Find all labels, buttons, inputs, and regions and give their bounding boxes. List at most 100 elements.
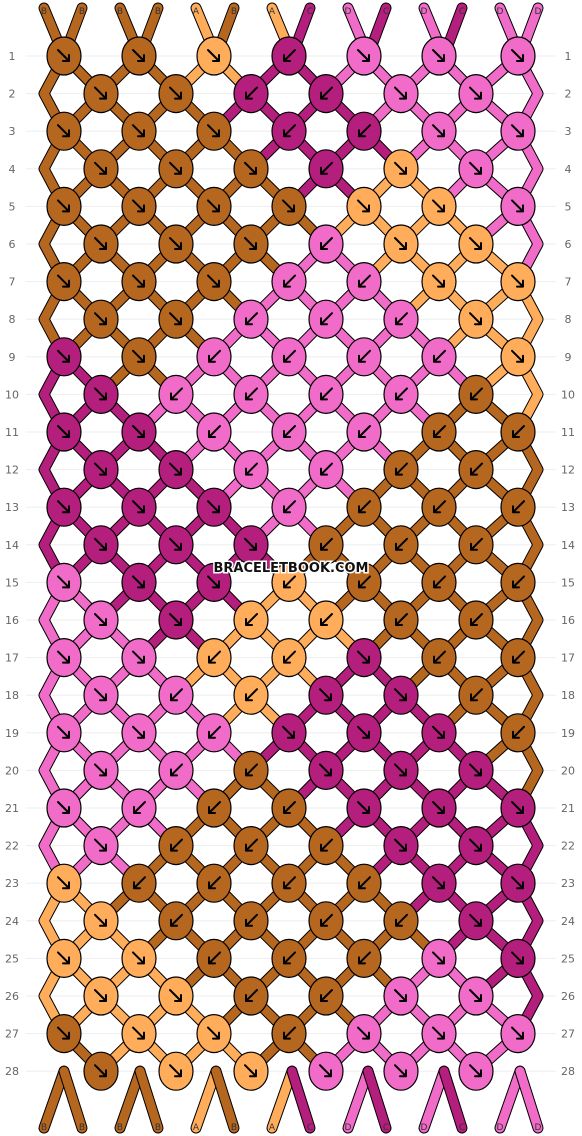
knot xyxy=(121,863,157,903)
knot xyxy=(233,149,269,189)
knot xyxy=(458,600,494,640)
forward-knot-arrow-icon xyxy=(511,199,524,213)
knot xyxy=(500,713,536,753)
forward-knot-arrow-icon xyxy=(394,1064,407,1078)
knot xyxy=(346,36,382,76)
knot xyxy=(121,562,157,603)
forward-knot-arrow-icon xyxy=(207,124,220,138)
backward-knot-arrow-icon xyxy=(358,876,371,890)
knot xyxy=(196,637,232,678)
knot xyxy=(421,788,457,828)
forward-knot-arrow-icon xyxy=(469,913,482,927)
knot xyxy=(308,299,344,339)
backward-knot-arrow-icon xyxy=(433,349,446,363)
top-strand-label: A xyxy=(193,7,200,17)
backward-knot-arrow-icon xyxy=(320,312,333,326)
knot xyxy=(500,337,536,377)
row-number-left: 26 xyxy=(5,990,19,1003)
forward-knot-arrow-icon xyxy=(169,1064,182,1078)
backward-knot-arrow-icon xyxy=(512,725,525,739)
forward-knot-arrow-icon xyxy=(469,86,482,100)
knot xyxy=(83,901,119,941)
bottom-strand-label: B xyxy=(155,1123,161,1133)
backward-knot-arrow-icon xyxy=(358,425,371,438)
knot xyxy=(271,412,307,452)
forward-knot-arrow-icon xyxy=(469,838,482,852)
forward-knot-arrow-icon xyxy=(511,124,524,138)
knot xyxy=(83,525,119,565)
bottom-strand xyxy=(59,1066,87,1133)
bottom-strand xyxy=(419,1066,449,1133)
backward-knot-arrow-icon xyxy=(358,575,371,589)
forward-knot-arrow-icon xyxy=(169,86,182,100)
knot xyxy=(383,1051,419,1091)
knot xyxy=(308,224,344,264)
backward-knot-arrow-icon xyxy=(283,500,296,514)
knot xyxy=(158,825,194,866)
forward-knot-arrow-icon xyxy=(57,500,70,514)
backward-knot-arrow-icon xyxy=(208,801,221,814)
row-number-left: 23 xyxy=(5,877,19,890)
knot xyxy=(346,713,382,753)
forward-knot-arrow-icon xyxy=(94,387,107,401)
knot xyxy=(271,562,307,603)
forward-knot-arrow-icon xyxy=(132,725,145,739)
forward-knot-arrow-icon xyxy=(319,763,332,777)
knot xyxy=(233,299,269,339)
forward-knot-arrow-icon xyxy=(511,274,524,288)
knot xyxy=(121,337,157,377)
forward-knot-arrow-icon xyxy=(94,763,107,777)
backward-knot-arrow-icon xyxy=(320,86,333,100)
row-number-right: 10 xyxy=(561,388,575,401)
row-number-left: 13 xyxy=(5,501,19,514)
knot xyxy=(271,262,307,302)
forward-knot-arrow-icon xyxy=(511,876,524,890)
knot xyxy=(233,224,269,264)
forward-knot-arrow-icon xyxy=(169,312,182,326)
bottom-strand-label: C xyxy=(383,1123,389,1133)
backward-knot-arrow-icon xyxy=(433,650,446,664)
backward-knot-arrow-icon xyxy=(320,838,333,852)
knot xyxy=(500,637,536,678)
row-number-right: 24 xyxy=(561,915,575,928)
row-number-left: 4 xyxy=(9,163,16,176)
forward-knot-arrow-icon xyxy=(207,49,220,62)
knot xyxy=(158,750,194,791)
row-number-right: 17 xyxy=(561,652,575,665)
forward-knot-arrow-icon xyxy=(244,161,257,175)
knot-grid xyxy=(46,36,536,1091)
forward-knot-arrow-icon xyxy=(169,537,182,551)
knot xyxy=(196,1013,232,1054)
knot xyxy=(46,36,82,76)
forward-knot-arrow-icon xyxy=(469,989,482,1002)
knot xyxy=(346,111,382,151)
knot xyxy=(308,525,344,565)
bottom-strand xyxy=(39,1066,69,1133)
row-number-left: 1 xyxy=(9,50,16,63)
knot xyxy=(421,487,457,527)
forward-knot-arrow-icon xyxy=(132,199,145,213)
bottom-strand xyxy=(115,1066,145,1133)
knot xyxy=(458,450,494,490)
top-strand-label: D xyxy=(497,7,504,17)
backward-knot-arrow-icon xyxy=(512,650,525,664)
backward-knot-arrow-icon xyxy=(470,613,483,626)
backward-knot-arrow-icon xyxy=(245,838,258,852)
bottom-strand-label: C xyxy=(459,1123,465,1133)
knot xyxy=(158,525,194,565)
bottom-strand xyxy=(287,1066,315,1133)
knot xyxy=(308,901,344,941)
backward-knot-arrow-icon xyxy=(470,688,483,702)
row-number-left: 15 xyxy=(5,576,19,589)
knot xyxy=(196,262,232,302)
knot xyxy=(383,224,419,264)
knot xyxy=(196,111,232,151)
knot xyxy=(458,149,494,189)
knot xyxy=(46,412,82,452)
row-number-right: 22 xyxy=(561,840,575,853)
knot xyxy=(500,36,536,76)
row-number-left: 16 xyxy=(5,614,19,627)
knot xyxy=(83,73,119,114)
backward-knot-arrow-icon xyxy=(395,613,408,626)
forward-knot-arrow-icon xyxy=(57,124,70,138)
